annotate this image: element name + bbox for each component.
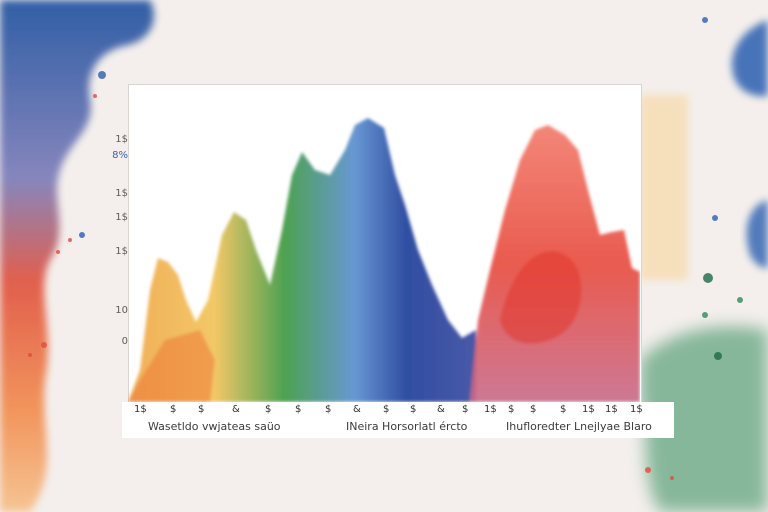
x-tick-label: 1$ xyxy=(582,404,595,415)
left-watercolor-splash xyxy=(0,0,154,512)
y-tick-label: 8% xyxy=(112,150,128,161)
y-tick-label: 1$ xyxy=(115,212,128,223)
y-tick-label: 10 xyxy=(115,305,128,316)
x-tick-label: $ xyxy=(560,404,567,415)
x-tick-label: $ xyxy=(383,404,390,415)
right-blue-splash xyxy=(731,20,768,97)
x-tick-label: $ xyxy=(508,404,515,415)
y-tick-label: 1$ xyxy=(115,134,128,145)
x-tick-label: & xyxy=(353,404,361,415)
x-tick-label: 1$ xyxy=(605,404,618,415)
x-axis-strip xyxy=(122,402,674,438)
x-tick-label: 1$ xyxy=(484,404,497,415)
x-tick-label: $ xyxy=(325,404,332,415)
right-blue-splash-lower xyxy=(746,200,768,269)
mountain-red-core xyxy=(500,251,582,344)
caption-left: Wasetldo vwjateas saüo xyxy=(148,420,281,433)
x-tick-label: & xyxy=(437,404,445,415)
y-tick-label: 1$ xyxy=(115,246,128,257)
mountain-left-middle xyxy=(128,118,476,402)
right-beige-strip xyxy=(640,95,688,280)
y-tick-label: 1$ xyxy=(115,188,128,199)
x-tick-label: $ xyxy=(265,404,272,415)
x-tick-label: 1$ xyxy=(630,404,643,415)
y-tick-label: 0 xyxy=(121,336,128,347)
mountain-orange-base xyxy=(128,330,215,402)
caption-right: Ihufloredter Lnejlyae Blaro xyxy=(506,420,652,433)
x-tick-label: $ xyxy=(198,404,205,415)
x-tick-label: $ xyxy=(170,404,177,415)
x-tick-label: $ xyxy=(462,404,469,415)
caption-middle: INeira Horsorlatl ércto xyxy=(346,420,468,433)
right-green-splash xyxy=(640,326,768,512)
x-tick-label: $ xyxy=(530,404,537,415)
x-tick-label: $ xyxy=(410,404,417,415)
x-tick-label: & xyxy=(232,404,240,415)
x-tick-label: $ xyxy=(295,404,302,415)
x-tick-label: 1$ xyxy=(134,404,147,415)
paint-speckles xyxy=(28,17,743,480)
